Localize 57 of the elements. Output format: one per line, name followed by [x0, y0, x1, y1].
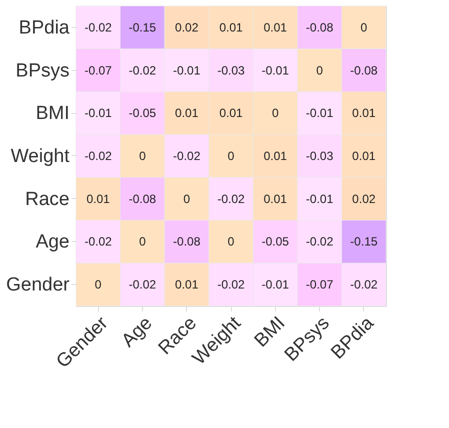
data-label: 0 — [316, 63, 324, 78]
y-tick-label: Weight — [10, 146, 70, 167]
data-label: -0.02 — [350, 278, 378, 292]
data-label: -0.07 — [306, 278, 334, 292]
data-label: 0 — [183, 192, 190, 206]
data-label: -0.05 — [128, 106, 156, 120]
data-label: -0.01 — [306, 106, 334, 120]
data-label: 0.01 — [352, 149, 376, 163]
data-label: -0.05 — [262, 234, 290, 249]
data-label: 0.01 — [219, 20, 243, 34]
data-label: -0.02 — [84, 234, 112, 249]
data-label: -0.01 — [306, 192, 334, 206]
data-label: -0.03 — [217, 63, 245, 78]
data-label: 0.01 — [219, 106, 243, 120]
data-label: 0.02 — [352, 192, 376, 206]
y-tick-label: BPsys — [16, 60, 70, 82]
data-label: -0.08 — [173, 234, 201, 249]
data-label: -0.08 — [128, 192, 156, 206]
data-label: -0.07 — [84, 63, 112, 78]
data-label: -0.02 — [128, 63, 156, 78]
data-label: 0.01 — [264, 192, 288, 206]
data-label: -0.03 — [306, 149, 334, 163]
data-label: -0.02 — [84, 20, 112, 34]
data-label: 0 — [94, 278, 102, 292]
y-tick-label: BMI — [36, 103, 70, 124]
data-label: -0.01 — [173, 63, 201, 78]
data-label: 0.01 — [86, 192, 110, 206]
data-label: 0.01 — [264, 149, 288, 163]
data-label: -0.08 — [306, 20, 334, 34]
data-label: 0 — [360, 20, 368, 34]
y-tick-label: Age — [36, 232, 70, 253]
data-label: -0.15 — [350, 234, 378, 249]
data-label: -0.08 — [350, 63, 378, 78]
x-tick-label: Age — [118, 312, 157, 352]
data-label: -0.02 — [306, 234, 334, 249]
data-label: -0.02 — [84, 149, 112, 163]
data-label: 0 — [139, 234, 146, 249]
data-label: -0.02 — [217, 192, 245, 206]
data-label: -0.02 — [173, 149, 201, 163]
data-label: -0.15 — [128, 20, 156, 34]
data-label: 0.01 — [264, 20, 288, 34]
y-tick-label: Gender — [6, 274, 70, 296]
data-label: -0.01 — [84, 106, 112, 120]
data-label: 0.01 — [352, 106, 376, 120]
data-label: -0.02 — [217, 278, 245, 292]
data-label: 0 — [272, 106, 279, 120]
data-label: 0.01 — [175, 278, 199, 292]
y-tick-label: Race — [25, 188, 70, 210]
data-label: 0.01 — [175, 106, 199, 120]
data-label: 0.02 — [175, 20, 199, 34]
data-label: -0.01 — [262, 63, 290, 78]
data-label: -0.01 — [262, 278, 290, 292]
data-label: -0.02 — [128, 278, 156, 292]
data-label: 0 — [139, 149, 146, 163]
data-label: 0 — [228, 234, 235, 249]
y-tick-label: BPdia — [18, 17, 70, 38]
data-label: 0 — [228, 149, 235, 163]
